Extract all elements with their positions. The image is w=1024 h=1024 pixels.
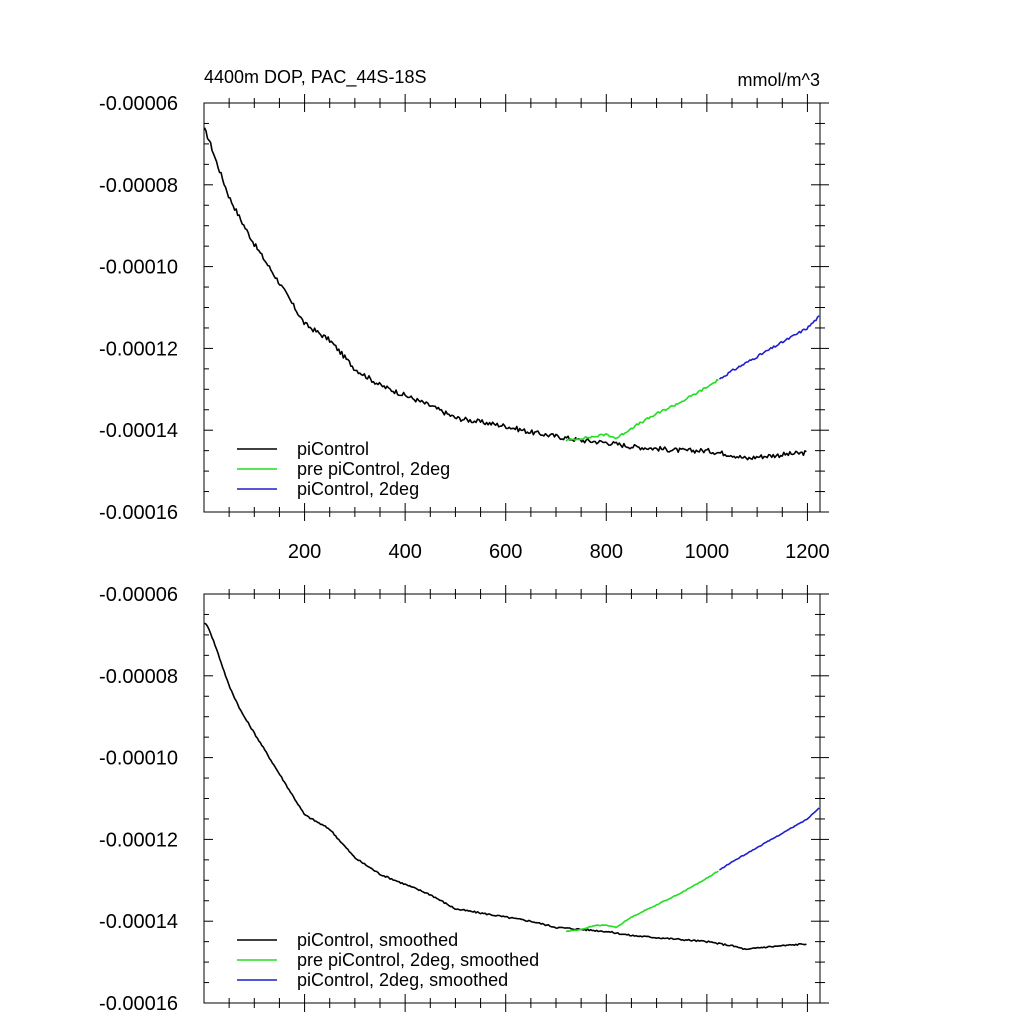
y-tick-label: -0.00006 [99, 93, 178, 115]
bottom-panel: -0.00006 -0.00008 -0.00010 -0.00012 -0.00014… [99, 584, 829, 1015]
series-line-2 [565, 378, 719, 442]
legend-label: pre piControl, 2deg, smoothed [297, 950, 539, 970]
y-tick-label: -0.00016 [99, 993, 178, 1015]
chart-title: 4400m DOP, PAC_44S-18S [204, 67, 426, 88]
y-tick-label: -0.00012 [99, 829, 178, 851]
y-tick-label: -0.00010 [99, 257, 178, 279]
y-tick-label: -0.00008 [99, 175, 178, 197]
x-tick-label: 400 [388, 541, 421, 563]
series-line-3 [718, 315, 820, 380]
x-tick-label: 1200 [785, 541, 830, 563]
y-tick-label: -0.00014 [99, 911, 178, 933]
y-tick-label: -0.00012 [99, 338, 178, 360]
legend-label: piControl, 2deg, smoothed [297, 970, 508, 990]
units-label: mmol/m^3 [738, 70, 820, 90]
legend-label: piControl [297, 439, 369, 459]
series-line-1 [203, 127, 807, 461]
x-tick-label: 200 [288, 541, 321, 563]
x-tick-label: 800 [590, 541, 623, 563]
y-tick-label: -0.00006 [99, 584, 178, 606]
series-line-2 [565, 870, 719, 933]
x-tick-label: 1000 [685, 541, 730, 563]
legend-label: pre piControl, 2deg [297, 459, 450, 479]
x-tick-label: 600 [489, 541, 522, 563]
top-panel: 4400m DOP, PAC_44S-18S mmol/m^3 200 400 60… [99, 67, 830, 563]
y-tick-label: -0.00014 [99, 420, 178, 442]
y-tick-label: -0.00016 [99, 502, 178, 524]
y-tick-label: -0.00008 [99, 666, 178, 688]
legend-label: piControl, smoothed [297, 930, 458, 950]
series-line-3 [719, 807, 820, 871]
legend-label: piControl, 2deg [297, 479, 419, 499]
y-tick-label: -0.00010 [99, 748, 178, 770]
series-line-1 [204, 622, 807, 951]
